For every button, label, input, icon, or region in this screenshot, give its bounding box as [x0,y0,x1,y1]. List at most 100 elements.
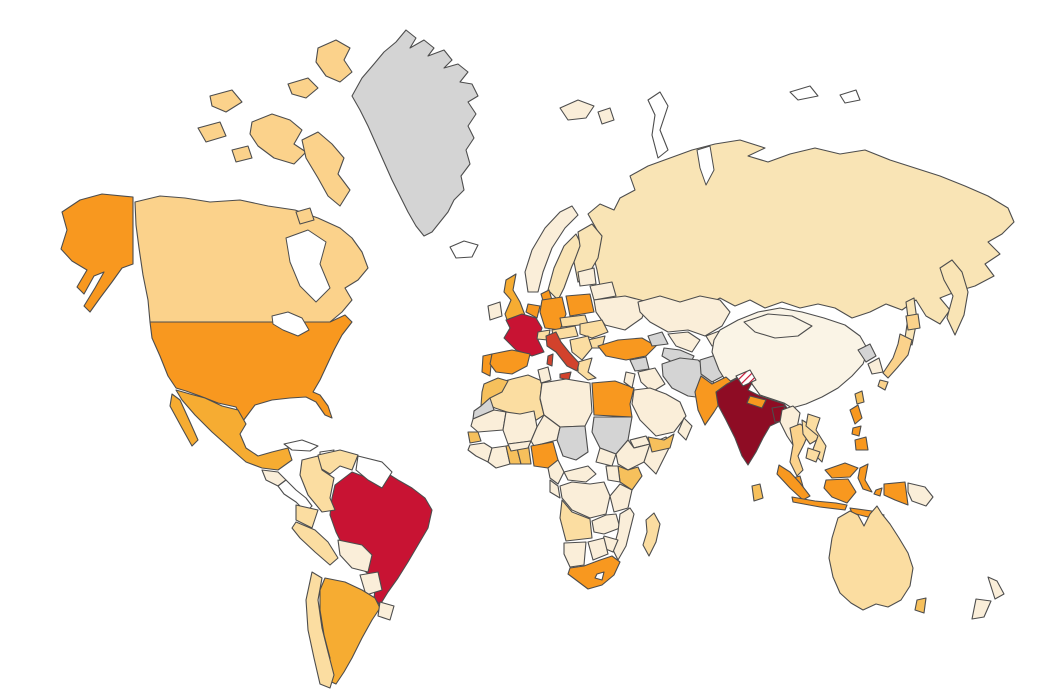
island-devon [287,77,319,99]
island-papua-west [883,481,909,506]
country-iraq [637,367,666,393]
country-colombia [299,455,336,513]
country-cameroon [547,459,565,485]
island-svalbard-east [597,107,615,125]
island-java [791,496,848,511]
peninsula-kamchatka [939,259,969,336]
country-uzbekistan [667,331,701,353]
country-nepal [746,395,767,409]
country-botswana [587,537,609,561]
country-kazakhstan [637,295,731,337]
island-mindanao [854,436,869,451]
island-tasmania [914,597,927,614]
country-norway [524,205,579,293]
country-madagascar [642,512,661,557]
region-kashmir-hatched [735,369,757,387]
island-maluku [873,487,883,497]
country-portugal [481,353,493,377]
region-guyanas [355,455,393,489]
country-vietnam [805,413,827,463]
country-egypt [591,380,635,418]
island-king-william [231,145,253,163]
region-gabon-congo [549,479,561,499]
country-angola [559,499,593,542]
country-central-african-republic [563,465,597,483]
island-honshu [882,333,913,379]
region-caucasus [647,331,669,347]
country-greenland [351,29,479,237]
country-morocco [480,377,509,407]
island-victoria [249,113,307,165]
country-ecuador [295,504,319,529]
country-mozambique [612,507,635,561]
country-ireland [487,301,503,321]
island-sumatra [776,464,811,501]
country-spain [489,349,531,375]
island-kalimantan [823,478,857,504]
country-argentina [319,577,381,685]
country-tunisia [537,366,552,384]
country-taiwan [854,390,865,405]
country-australia [828,505,914,611]
country-chad [556,425,589,461]
country-belarus [589,281,617,301]
country-paraguay [359,571,383,596]
region-central-america [277,479,313,513]
country-iceland [449,240,479,259]
country-turkey [597,337,657,361]
country-romania [579,319,609,339]
country-lesotho [594,571,605,581]
island-novaya-zemlya [647,91,669,159]
island-southampton [295,207,315,225]
island-baffin [301,131,351,207]
island-nz-south [971,598,992,620]
country-yemen [647,433,675,453]
country-uganda [605,465,621,483]
country-chile [305,571,335,689]
region-balkans [569,335,593,361]
country-usa [149,314,353,422]
island-kyushu [877,379,889,391]
country-cuba [283,439,319,452]
country-poland [565,293,595,317]
country-tanzania [609,483,633,513]
country-papua-new-guinea [907,482,934,507]
island-west-arctic [197,121,227,143]
country-saudi-arabia [631,387,687,437]
country-greece [577,357,597,381]
region-baltics [577,267,597,287]
island-wrangel [839,89,861,104]
island-svalbard [559,99,595,121]
country-cambodia [805,447,821,463]
country-netherlands [525,303,541,319]
island-visayas [851,425,862,437]
country-namibia [563,541,587,568]
country-senegal [467,431,482,444]
island-hokkaido [905,313,921,331]
island-sulawesi [857,463,873,493]
country-mongolia [743,313,813,339]
country-drc [559,481,611,519]
peninsula-baja [169,393,199,447]
island-ellesmere [315,39,353,83]
hudson-bay [285,229,331,303]
island-sardinia [546,353,554,367]
country-south-africa [567,555,621,590]
country-bolivia [337,539,373,573]
country-usa-alaska [60,193,134,313]
country-uruguay [377,601,395,621]
country-syria [629,356,650,372]
country-france [503,313,545,357]
country-burkina-faso [507,440,532,452]
country-mexico [175,389,293,471]
country-malaysia-borneo [824,462,859,479]
island-new-siberian [789,85,819,101]
island-nz-north [987,576,1005,600]
country-italy [545,331,580,372]
country-north-korea [857,343,877,363]
country-peru [291,521,339,566]
great-lakes [271,311,310,337]
country-south-korea [867,357,884,375]
